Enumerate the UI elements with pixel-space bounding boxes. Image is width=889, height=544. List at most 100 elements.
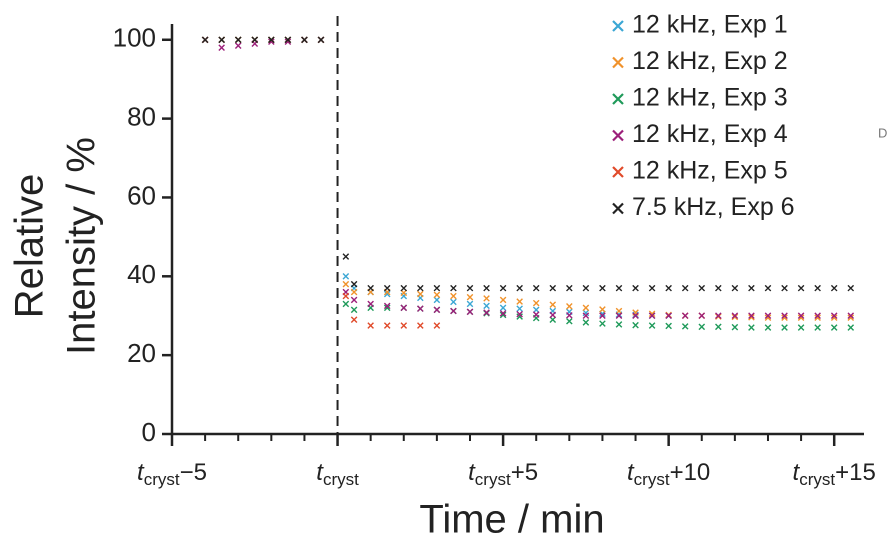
data-point [367, 284, 374, 292]
data-point [681, 312, 689, 320]
data-point [350, 288, 358, 296]
data-point [814, 312, 821, 320]
data-point [764, 324, 772, 331]
data-point [383, 322, 391, 329]
data-point [681, 284, 689, 292]
data-point [350, 296, 358, 304]
data-point [648, 312, 656, 320]
y-tick-label: 0 [142, 417, 156, 447]
data-point [350, 280, 358, 288]
data-point [748, 314, 755, 321]
legend-marker [612, 20, 624, 32]
data-point [532, 299, 540, 307]
data-point [781, 314, 788, 321]
data-point [830, 314, 838, 321]
data-point [367, 322, 374, 329]
data-point [582, 284, 590, 292]
data-point [483, 302, 490, 310]
data-point [814, 314, 821, 321]
data-point [450, 284, 457, 292]
data-point [797, 284, 805, 292]
data-point [814, 324, 821, 331]
data-point [847, 312, 855, 320]
data-point [748, 312, 755, 320]
data-point [532, 284, 540, 292]
data-point [466, 308, 474, 316]
data-point [342, 292, 350, 300]
data-point [400, 284, 408, 292]
x-axis-label: Time / min [419, 498, 604, 542]
data-point [532, 311, 540, 318]
data-point [748, 324, 755, 331]
data-point [483, 309, 490, 316]
legend-marker [612, 93, 624, 105]
data-point [350, 316, 358, 323]
data-point [665, 312, 672, 320]
data-point [731, 284, 739, 292]
data-point [665, 322, 672, 330]
data-point [433, 322, 441, 329]
data-point [367, 300, 374, 308]
x-tick-label: tcryst+5 [468, 459, 538, 489]
data-point [284, 36, 292, 44]
data-point [615, 312, 623, 320]
data-point [549, 301, 557, 308]
data-point [599, 306, 606, 313]
data-point [731, 323, 739, 331]
data-point [715, 284, 722, 292]
data-point [417, 305, 424, 312]
data-point [516, 284, 523, 292]
side-label: D [878, 125, 887, 140]
data-point [499, 310, 507, 317]
data-point [417, 322, 424, 329]
data-point [234, 42, 242, 49]
data-point [301, 36, 308, 44]
legend-label: 12 kHz, Exp 4 [632, 120, 788, 148]
data-point [483, 295, 490, 302]
data-point [350, 306, 358, 314]
data-point [566, 284, 573, 292]
data-point [499, 296, 507, 304]
data-point [764, 312, 772, 320]
data-point [342, 273, 350, 280]
data-point [566, 302, 573, 310]
data-point [599, 320, 606, 327]
legend-label: 12 kHz, Exp 1 [632, 11, 788, 39]
data-point [731, 312, 739, 320]
data-point [681, 323, 689, 330]
data-point [830, 284, 838, 292]
data-point [268, 36, 275, 44]
data-point [516, 298, 523, 305]
data-point [499, 311, 507, 319]
data-point [632, 312, 639, 320]
data-point [847, 284, 855, 292]
legend-label: 12 kHz, Exp 3 [632, 84, 788, 112]
data-point [582, 319, 590, 326]
data-point [698, 284, 706, 292]
data-point [582, 312, 590, 320]
legend-marker [612, 202, 624, 215]
data-point [342, 253, 350, 260]
data-point [450, 292, 457, 300]
data-point [516, 305, 523, 312]
data-point [731, 313, 739, 321]
data-point [748, 284, 755, 292]
data-point [218, 44, 225, 51]
data-point [698, 312, 706, 320]
data-point [797, 312, 805, 320]
data-point [201, 36, 209, 44]
data-point [532, 306, 540, 314]
data-point [342, 280, 350, 288]
data-point [599, 312, 606, 320]
legend-label: 12 kHz, Exp 2 [632, 47, 788, 75]
legend-marker [612, 129, 624, 142]
legend-marker [612, 166, 624, 178]
data-point [632, 284, 639, 292]
data-point [615, 307, 623, 315]
data-point [549, 316, 557, 323]
data-point [764, 314, 772, 321]
data-point [566, 317, 573, 325]
data-point [698, 323, 706, 331]
data-point [516, 313, 523, 320]
